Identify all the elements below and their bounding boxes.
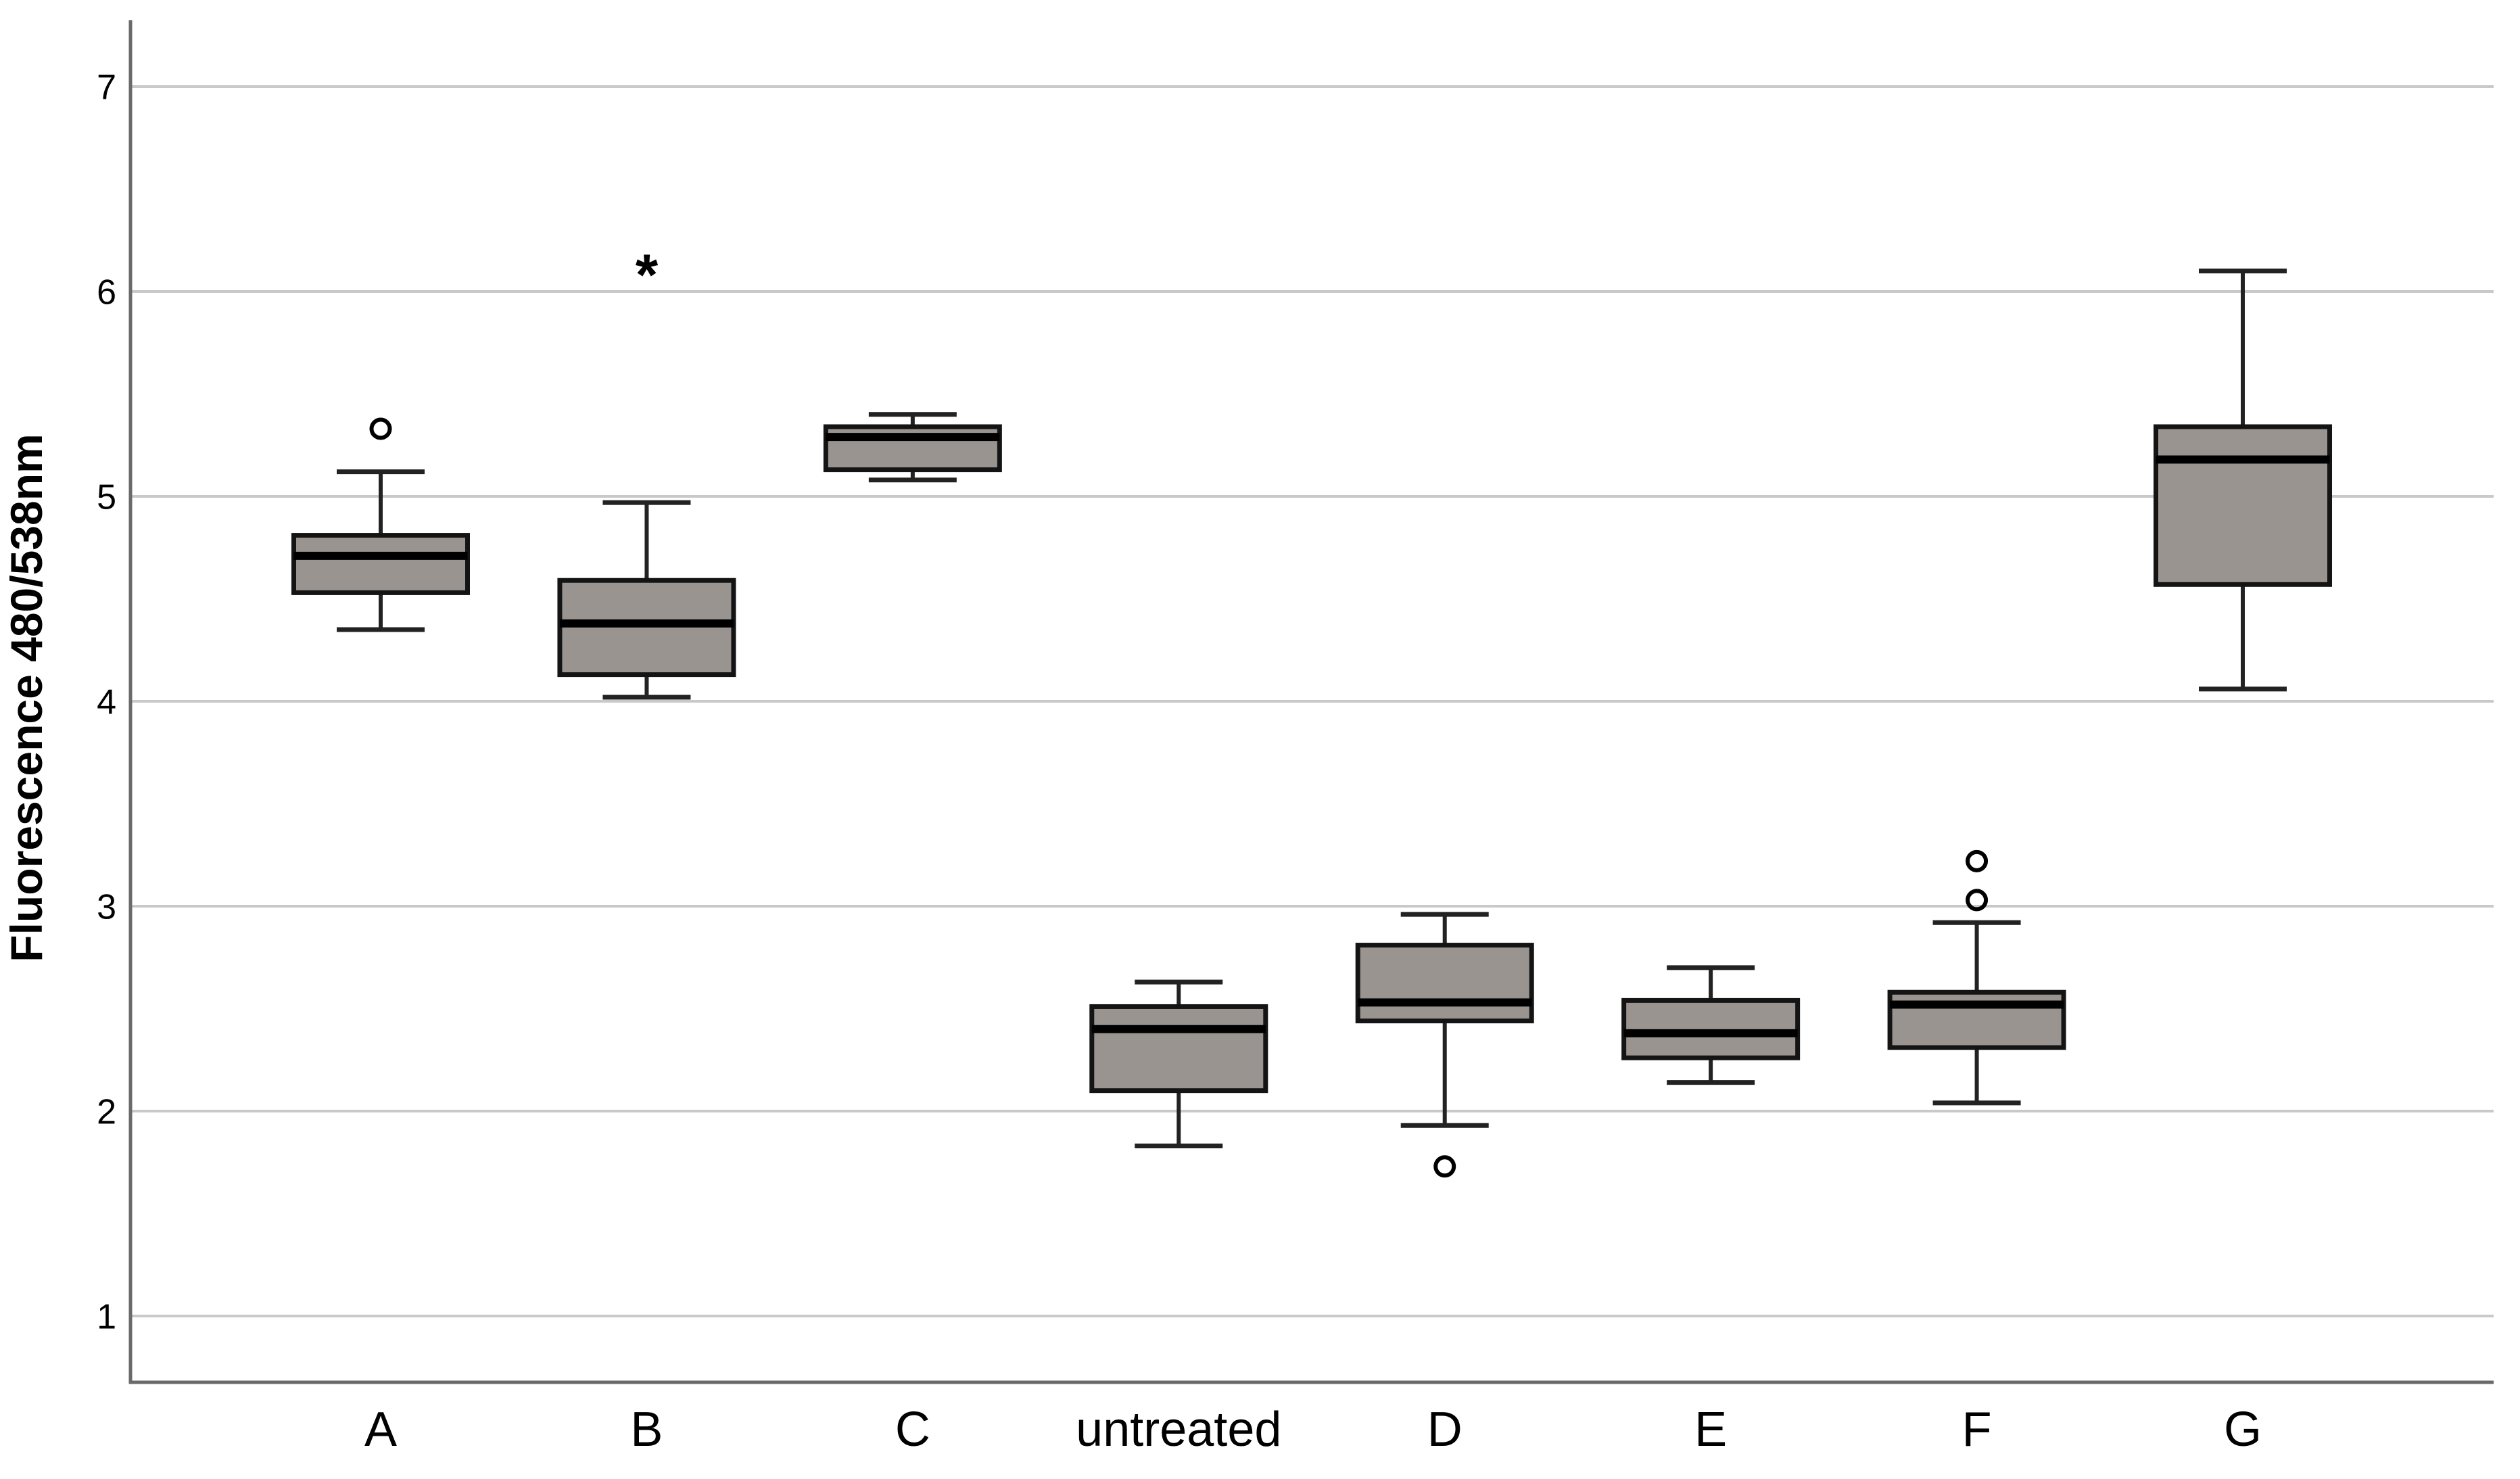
y-tick-label-3: 3 [97,888,116,927]
iqr-box-D [1355,943,1534,1024]
y-tick-label-7: 7 [97,68,116,108]
x-category-label-B: B [630,1403,663,1457]
y-tick-label-6: 6 [97,273,116,312]
outlier-circle-icon-D-0 [1433,1155,1456,1178]
x-category-label-C: C [895,1403,930,1457]
x-category-label-G: G [2224,1403,2262,1457]
outlier-circle-icon-F-1 [1966,849,1989,872]
outlier-circle-icon-F-0 [1966,889,1989,912]
x-category-label-E: E [1694,1403,1727,1457]
y-axis-title: Fluorescence 480/538nm [1,433,51,962]
y-tick-label-5: 5 [97,478,116,517]
iqr-box-B [557,578,736,678]
box-group-E [1621,965,1801,1085]
box-group-D [1355,912,1534,1178]
y-tick-label-2: 2 [97,1093,116,1132]
box-group-F [1887,849,2066,1106]
x-category-label-untreated: untreated [1076,1403,1281,1457]
iqr-box-untreated [1089,1004,1268,1094]
box-group-G [2154,268,2333,692]
y-tick-label-4: 4 [97,683,116,722]
box-group-B: * [557,243,736,700]
box-group-C [823,412,1002,483]
iqr-box-E [1621,997,1801,1060]
x-category-label-D: D [1427,1403,1463,1457]
iqr-box-A [291,533,470,595]
iqr-box-G [2154,424,2333,587]
box-group-untreated [1089,979,1268,1149]
y-tick-label-1: 1 [97,1298,116,1337]
x-category-label-F: F [1962,1403,1992,1457]
x-category-label-A: A [364,1403,397,1457]
outlier-circle-icon-A-0 [369,417,392,440]
extreme-asterisk-icon-B-0: * [636,243,659,308]
box-group-A [291,417,470,632]
